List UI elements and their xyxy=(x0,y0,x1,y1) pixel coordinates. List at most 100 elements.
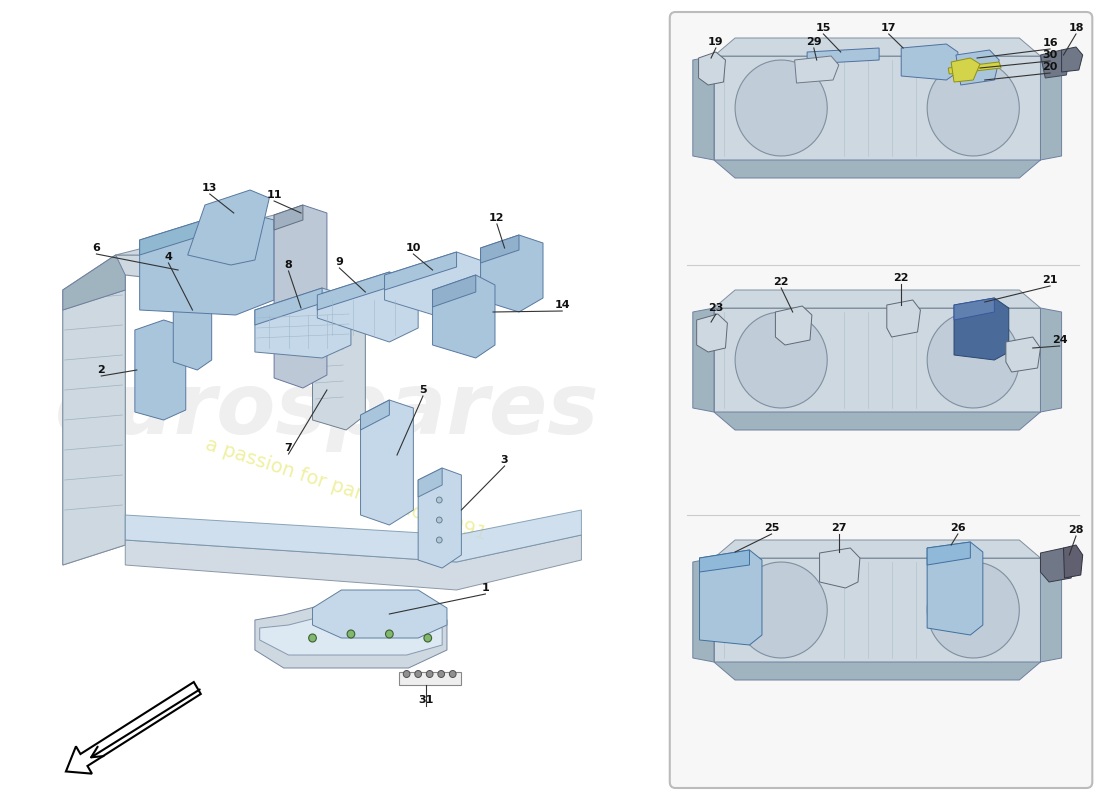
FancyBboxPatch shape xyxy=(670,12,1092,788)
Polygon shape xyxy=(927,312,1020,408)
Circle shape xyxy=(404,670,410,678)
Text: 14: 14 xyxy=(554,300,570,310)
Text: 31: 31 xyxy=(418,695,433,705)
Polygon shape xyxy=(1062,47,1082,72)
Polygon shape xyxy=(820,548,860,588)
Polygon shape xyxy=(432,275,476,307)
Polygon shape xyxy=(776,306,812,345)
Text: 16: 16 xyxy=(1042,38,1058,48)
Polygon shape xyxy=(927,60,1020,156)
Polygon shape xyxy=(418,468,442,497)
Polygon shape xyxy=(693,56,714,160)
Text: eurospares: eurospares xyxy=(55,369,600,451)
Polygon shape xyxy=(700,550,762,645)
Text: 7: 7 xyxy=(285,443,293,453)
Polygon shape xyxy=(1064,545,1082,578)
Polygon shape xyxy=(125,535,582,590)
Polygon shape xyxy=(1005,337,1041,372)
Polygon shape xyxy=(274,205,302,230)
Polygon shape xyxy=(312,315,365,430)
Polygon shape xyxy=(255,600,447,668)
Polygon shape xyxy=(317,272,418,342)
Text: 10: 10 xyxy=(406,243,421,253)
Text: 21: 21 xyxy=(1043,275,1058,285)
Polygon shape xyxy=(714,662,1041,680)
Text: 30: 30 xyxy=(1043,50,1058,60)
Text: 29: 29 xyxy=(806,37,822,47)
Text: 22: 22 xyxy=(773,277,789,287)
Polygon shape xyxy=(927,542,982,635)
FancyArrow shape xyxy=(66,682,201,774)
Polygon shape xyxy=(135,320,186,420)
Polygon shape xyxy=(714,558,1041,662)
Polygon shape xyxy=(735,60,827,156)
Polygon shape xyxy=(807,48,879,64)
Circle shape xyxy=(424,634,431,642)
Polygon shape xyxy=(735,312,827,408)
Polygon shape xyxy=(174,270,211,370)
Text: 2: 2 xyxy=(98,365,106,375)
Polygon shape xyxy=(927,542,970,565)
Polygon shape xyxy=(361,400,414,525)
Polygon shape xyxy=(312,315,346,345)
Text: 8: 8 xyxy=(285,260,293,270)
Polygon shape xyxy=(927,562,1020,658)
Circle shape xyxy=(427,670,433,678)
Polygon shape xyxy=(714,160,1041,178)
Polygon shape xyxy=(140,210,274,315)
Text: a passion for parts since 1991: a passion for parts since 1991 xyxy=(776,362,983,418)
Polygon shape xyxy=(317,272,389,310)
Polygon shape xyxy=(168,225,317,300)
Text: 4: 4 xyxy=(165,252,173,262)
Polygon shape xyxy=(1041,56,1062,160)
Text: 24: 24 xyxy=(1052,335,1067,345)
Polygon shape xyxy=(1041,558,1062,662)
Polygon shape xyxy=(385,252,485,322)
Polygon shape xyxy=(481,235,543,312)
Polygon shape xyxy=(794,56,839,83)
Circle shape xyxy=(437,497,442,503)
Text: 5: 5 xyxy=(419,385,427,395)
Text: 19: 19 xyxy=(708,37,724,47)
Polygon shape xyxy=(418,468,461,568)
Polygon shape xyxy=(714,540,1041,558)
Polygon shape xyxy=(693,558,714,662)
Text: eurospares: eurospares xyxy=(713,304,1046,356)
Polygon shape xyxy=(125,510,582,562)
Circle shape xyxy=(450,670,456,678)
Text: 20: 20 xyxy=(1043,62,1058,72)
Circle shape xyxy=(348,630,355,638)
Polygon shape xyxy=(1041,548,1074,582)
Polygon shape xyxy=(255,288,322,325)
Text: 27: 27 xyxy=(830,523,847,533)
Polygon shape xyxy=(63,255,125,310)
Polygon shape xyxy=(714,290,1041,308)
Text: 25: 25 xyxy=(763,523,779,533)
Polygon shape xyxy=(693,308,714,412)
Circle shape xyxy=(385,630,393,638)
Polygon shape xyxy=(698,52,726,85)
Polygon shape xyxy=(116,215,317,265)
Text: 28: 28 xyxy=(1068,525,1084,535)
Text: 1: 1 xyxy=(482,583,490,593)
Polygon shape xyxy=(714,38,1041,56)
Polygon shape xyxy=(140,210,235,255)
Polygon shape xyxy=(432,275,495,358)
Text: 11: 11 xyxy=(266,190,282,200)
Polygon shape xyxy=(948,62,1001,74)
Polygon shape xyxy=(274,205,327,388)
Polygon shape xyxy=(714,56,1041,160)
Text: 15: 15 xyxy=(816,23,832,33)
Polygon shape xyxy=(481,235,519,263)
Text: 23: 23 xyxy=(708,303,724,313)
Text: 22: 22 xyxy=(893,273,909,283)
Polygon shape xyxy=(312,590,447,638)
Polygon shape xyxy=(399,672,461,685)
Text: 3: 3 xyxy=(500,455,508,465)
Polygon shape xyxy=(1041,50,1069,78)
Text: 26: 26 xyxy=(950,523,966,533)
Circle shape xyxy=(437,537,442,543)
Polygon shape xyxy=(887,300,921,337)
Circle shape xyxy=(437,517,442,523)
Text: 13: 13 xyxy=(202,183,218,193)
